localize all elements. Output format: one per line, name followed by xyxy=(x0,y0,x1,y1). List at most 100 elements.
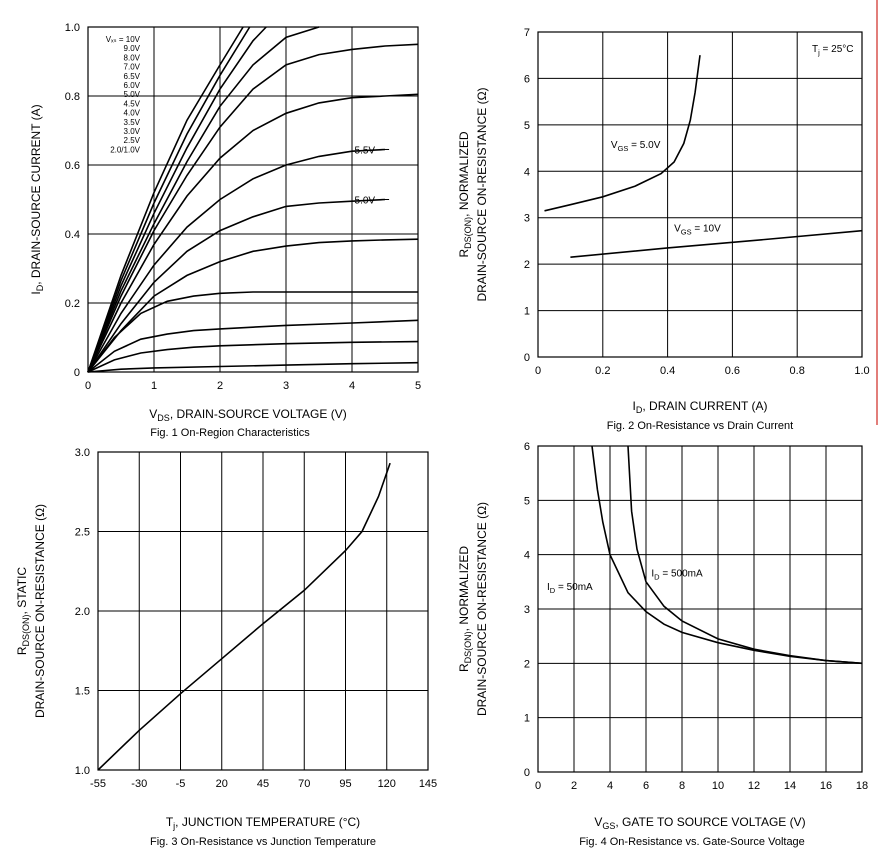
y-axis-title-line1-rest: , NORMALIZED xyxy=(457,546,471,632)
y-axis-title-line1-main: R xyxy=(15,646,29,655)
x-axis-title-rest: , GATE TO SOURCE VOLTAGE (V) xyxy=(615,815,805,829)
x-tick-label: 2 xyxy=(217,380,223,392)
plot-frame xyxy=(87,26,419,373)
fig1-series-line xyxy=(87,43,419,373)
x-tick-label: 1.0 xyxy=(854,365,869,377)
x-tick-label: 5 xyxy=(415,380,421,392)
series-label-sub: GS xyxy=(681,228,692,237)
fig1-series-line xyxy=(87,319,419,373)
series-label: ID = 50mA xyxy=(547,582,593,595)
y-tick-label: 4 xyxy=(524,166,530,178)
legend-entry: 7.0V xyxy=(124,63,141,72)
fig1-series-line xyxy=(87,93,419,373)
temperature-note-main: T xyxy=(812,44,818,55)
temperature-note-sub: j xyxy=(817,48,820,57)
y-axis-title-rest: , DRAIN-SOURCE CURRENT (A) xyxy=(29,104,43,284)
x-tick-label: 0 xyxy=(85,380,91,392)
x-tick-label: 0.2 xyxy=(595,365,610,377)
y-axis-title-line1-main: R xyxy=(457,249,471,258)
series-label: ID = 500mA xyxy=(651,568,703,581)
fig1-series-line xyxy=(87,26,267,373)
x-tick-label: 0.6 xyxy=(725,365,740,377)
x-axis-title-rest: , DRAIN CURRENT (A) xyxy=(642,399,767,413)
y-tick-label: 2.5 xyxy=(75,527,90,539)
x-tick-label: 2 xyxy=(571,780,577,792)
y-axis-title-line2: DRAIN-SOURCE ON-RESISTANCE (Ω) xyxy=(475,87,489,301)
legend-entry: 6.0V xyxy=(124,81,141,90)
series-label-main: I xyxy=(547,582,550,593)
x-tick-label: 45 xyxy=(257,778,269,790)
y-tick-label: 1 xyxy=(524,713,530,725)
x-axis-title-main: V xyxy=(149,407,157,421)
x-axis-title-rest: , DRAIN-SOURCE VOLTAGE (V) xyxy=(170,407,347,421)
y-tick-label: 3 xyxy=(524,213,530,225)
x-tick-label: 6 xyxy=(643,780,649,792)
fig1-series-line xyxy=(87,198,386,373)
x-tick-label: 10 xyxy=(712,780,724,792)
x-tick-label: 0 xyxy=(535,780,541,792)
y-tick-label: 5 xyxy=(524,120,530,132)
x-tick-label: 4 xyxy=(607,780,613,792)
plot-frame xyxy=(537,31,863,358)
legend-entry: 3.0V xyxy=(124,127,141,136)
y-axis-title-line1-sub: DS(ON) xyxy=(463,217,473,249)
x-axis-title-sub: DS xyxy=(157,413,170,423)
x-tick-label: -5 xyxy=(176,778,186,790)
x-axis-title: ID, DRAIN CURRENT (A) xyxy=(633,399,768,415)
x-tick-label: 8 xyxy=(679,780,685,792)
y-tick-label: 7 xyxy=(524,27,530,39)
y-axis-title-line2: DRAIN-SOURCE ON-RESISTANCE (Ω) xyxy=(475,502,489,716)
fig1-series-line xyxy=(87,291,418,373)
legend-entry: 5.0V xyxy=(124,90,141,99)
x-tick-label: -30 xyxy=(131,778,147,790)
figure-caption: Fig. 4 On-Resistance vs. Gate-Source Vol… xyxy=(579,836,805,848)
curve-annotation: 5.5V xyxy=(355,145,376,156)
fig1-series-line xyxy=(87,26,244,373)
y-tick-label: 3 xyxy=(524,604,530,616)
y-tick-label: 1.0 xyxy=(75,765,90,777)
x-tick-label: 0 xyxy=(535,365,541,377)
series-label-main: V xyxy=(674,224,681,235)
y-tick-label: 1 xyxy=(524,306,530,318)
figure-caption: Fig. 3 On-Resistance vs Junction Tempera… xyxy=(150,836,376,848)
series-label-rest: = 5.0V xyxy=(628,140,660,151)
x-tick-label: 14 xyxy=(784,780,796,792)
y-tick-label: 5 xyxy=(524,495,530,507)
y-axis-title-line1-sub: DS(ON) xyxy=(21,614,31,646)
temperature-note: Tj = 25°C xyxy=(812,44,854,57)
y-tick-label: 0 xyxy=(524,352,530,364)
y-tick-label: 0.6 xyxy=(65,160,80,172)
x-tick-label: 0.8 xyxy=(790,365,805,377)
x-tick-label: -55 xyxy=(90,778,106,790)
y-tick-label: 3.0 xyxy=(75,447,90,459)
y-axis-title-line1: RDS(ON), STATIC xyxy=(15,567,31,656)
fig1-series-line xyxy=(87,26,251,373)
x-axis-title-main: T xyxy=(166,815,174,829)
y-tick-label: 0.2 xyxy=(65,298,80,310)
y-tick-label: 0 xyxy=(524,767,530,779)
x-tick-label: 120 xyxy=(378,778,396,790)
series-label: VGS = 10V xyxy=(674,224,721,237)
fig1-series-line xyxy=(87,238,419,373)
legend-entry: Vₓₛ = 10V xyxy=(106,35,141,44)
y-axis-title-sub: D xyxy=(35,284,45,291)
plot-frame xyxy=(97,451,429,771)
fig1-series-line xyxy=(87,26,320,373)
x-tick-label: 20 xyxy=(216,778,228,790)
x-tick-label: 18 xyxy=(856,780,868,792)
legend-entry: 4.5V xyxy=(124,99,141,108)
series-label-main: V xyxy=(611,140,618,151)
curve-annotation: 5.0V xyxy=(355,196,376,207)
y-axis-title-line1: RDS(ON), NORMALIZED xyxy=(457,546,473,672)
fig1-series-line xyxy=(87,148,386,373)
x-tick-label: 16 xyxy=(820,780,832,792)
y-tick-label: 4 xyxy=(524,550,530,562)
legend-entry: 9.0V xyxy=(124,44,141,53)
plot-frame xyxy=(537,445,863,773)
x-axis-title-sub: GS xyxy=(602,821,615,831)
y-tick-label: 1.5 xyxy=(75,686,90,698)
legend-entry: 2.5V xyxy=(124,136,141,145)
series-label-rest: = 10V xyxy=(692,224,722,235)
